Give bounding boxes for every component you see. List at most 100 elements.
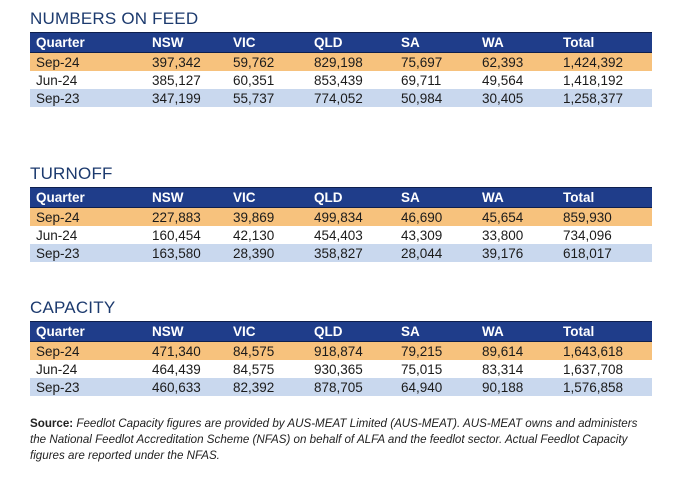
table-cell: Sep-23	[30, 89, 146, 107]
table-cell: 28,390	[227, 244, 308, 262]
table-cell: 878,705	[308, 378, 395, 396]
column-header: NSW	[146, 321, 227, 342]
column-header: SA	[395, 187, 476, 208]
column-header: NSW	[146, 32, 227, 53]
table-cell: 163,580	[146, 244, 227, 262]
table-cell: Sep-23	[30, 244, 146, 262]
table-cell: 227,883	[146, 207, 227, 226]
source-label: Source:	[30, 417, 74, 430]
column-header: QLD	[308, 32, 395, 53]
table-cell: 358,827	[308, 244, 395, 262]
column-header: VIC	[227, 32, 308, 53]
table-cell: 160,454	[146, 226, 227, 244]
column-header: Total	[557, 321, 652, 342]
table-row: Jun-24 464,439 84,575 930,365 75,015 83,…	[30, 360, 652, 378]
table-cell: 39,869	[227, 207, 308, 226]
section-numbers-on-feed: NUMBERS ON FEED Quarter NSW VIC QLD SA W…	[30, 9, 652, 107]
table-cell: 1,637,708	[557, 360, 652, 378]
column-header: WA	[476, 187, 557, 208]
table-cell: 1,424,392	[557, 52, 652, 71]
section-title: CAPACITY	[30, 298, 116, 317]
table-cell: 734,096	[557, 226, 652, 244]
table-cell: 930,365	[308, 360, 395, 378]
table-cell: Sep-24	[30, 52, 146, 71]
table-cell: 83,314	[476, 360, 557, 378]
table-cell: 75,697	[395, 52, 476, 71]
capacity-table: Quarter NSW VIC QLD SA WA Total Sep-24 4…	[30, 321, 652, 396]
table-cell: 454,403	[308, 226, 395, 244]
table-cell: 43,309	[395, 226, 476, 244]
table-cell: 499,834	[308, 207, 395, 226]
table-cell: 82,392	[227, 378, 308, 396]
table-cell: 79,215	[395, 341, 476, 360]
table-cell: 1,576,858	[557, 378, 652, 396]
source-note: Source: Feedlot Capacity figures are pro…	[30, 416, 655, 464]
table-cell: Sep-23	[30, 378, 146, 396]
table-row: Sep-24 397,342 59,762 829,198 75,697 62,…	[30, 52, 652, 71]
table-cell: 618,017	[557, 244, 652, 262]
column-header: WA	[476, 321, 557, 342]
table-cell: 49,564	[476, 71, 557, 89]
table-cell: 60,351	[227, 71, 308, 89]
table-cell: 59,762	[227, 52, 308, 71]
table-row: Sep-23 163,580 28,390 358,827 28,044 39,…	[30, 244, 652, 262]
table-cell: 75,015	[395, 360, 476, 378]
table-cell: 1,418,192	[557, 71, 652, 89]
table-row: Jun-24 160,454 42,130 454,403 43,309 33,…	[30, 226, 652, 244]
table-cell: 84,575	[227, 341, 308, 360]
table-cell: 90,188	[476, 378, 557, 396]
column-header: Total	[557, 32, 652, 53]
table-cell: 64,940	[395, 378, 476, 396]
table-cell: 918,874	[308, 341, 395, 360]
table-row: Sep-23 347,199 55,737 774,052 50,984 30,…	[30, 89, 652, 107]
table-cell: Sep-24	[30, 207, 146, 226]
column-header: NSW	[146, 187, 227, 208]
section-title: TURNOFF	[30, 164, 113, 183]
table-cell: Jun-24	[30, 71, 146, 89]
table-header-row: Quarter NSW VIC QLD SA WA Total	[30, 187, 652, 208]
column-header: WA	[476, 32, 557, 53]
column-header: Quarter	[30, 187, 146, 208]
turnoff-table: Quarter NSW VIC QLD SA WA Total Sep-24 2…	[30, 187, 652, 262]
table-cell: 28,044	[395, 244, 476, 262]
table-cell: 89,614	[476, 341, 557, 360]
column-header: Total	[557, 187, 652, 208]
table-row: Sep-24 471,340 84,575 918,874 79,215 89,…	[30, 341, 652, 360]
table-cell: 50,984	[395, 89, 476, 107]
source-text: Feedlot Capacity figures are provided by…	[30, 417, 638, 462]
numbers-on-feed-table: Quarter NSW VIC QLD SA WA Total Sep-24 3…	[30, 32, 652, 107]
column-header: Quarter	[30, 321, 146, 342]
column-header: Quarter	[30, 32, 146, 53]
table-cell: 464,439	[146, 360, 227, 378]
table-cell: 33,800	[476, 226, 557, 244]
table-cell: 39,176	[476, 244, 557, 262]
column-header: SA	[395, 32, 476, 53]
table-row: Sep-23 460,633 82,392 878,705 64,940 90,…	[30, 378, 652, 396]
table-cell: 55,737	[227, 89, 308, 107]
table-row: Sep-24 227,883 39,869 499,834 46,690 45,…	[30, 207, 652, 226]
table-cell: 30,405	[476, 89, 557, 107]
table-header-row: Quarter NSW VIC QLD SA WA Total	[30, 32, 652, 53]
table-cell: Jun-24	[30, 226, 146, 244]
column-header: QLD	[308, 187, 395, 208]
table-cell: 347,199	[146, 89, 227, 107]
table-cell: 853,439	[308, 71, 395, 89]
section-turnoff: TURNOFF Quarter NSW VIC QLD SA WA Total …	[30, 164, 652, 262]
column-header: VIC	[227, 321, 308, 342]
table-cell: 774,052	[308, 89, 395, 107]
table-cell: 1,258,377	[557, 89, 652, 107]
table-cell: 45,654	[476, 207, 557, 226]
table-cell: 471,340	[146, 341, 227, 360]
table-cell: 1,643,618	[557, 341, 652, 360]
table-cell: 829,198	[308, 52, 395, 71]
section-title: NUMBERS ON FEED	[30, 9, 199, 28]
table-cell: 62,393	[476, 52, 557, 71]
section-capacity: CAPACITY Quarter NSW VIC QLD SA WA Total…	[30, 298, 652, 396]
table-cell: Sep-24	[30, 341, 146, 360]
column-header: QLD	[308, 321, 395, 342]
table-cell: 460,633	[146, 378, 227, 396]
table-cell: 42,130	[227, 226, 308, 244]
table-cell: Jun-24	[30, 360, 146, 378]
table-row: Jun-24 385,127 60,351 853,439 69,711 49,…	[30, 71, 652, 89]
column-header: VIC	[227, 187, 308, 208]
